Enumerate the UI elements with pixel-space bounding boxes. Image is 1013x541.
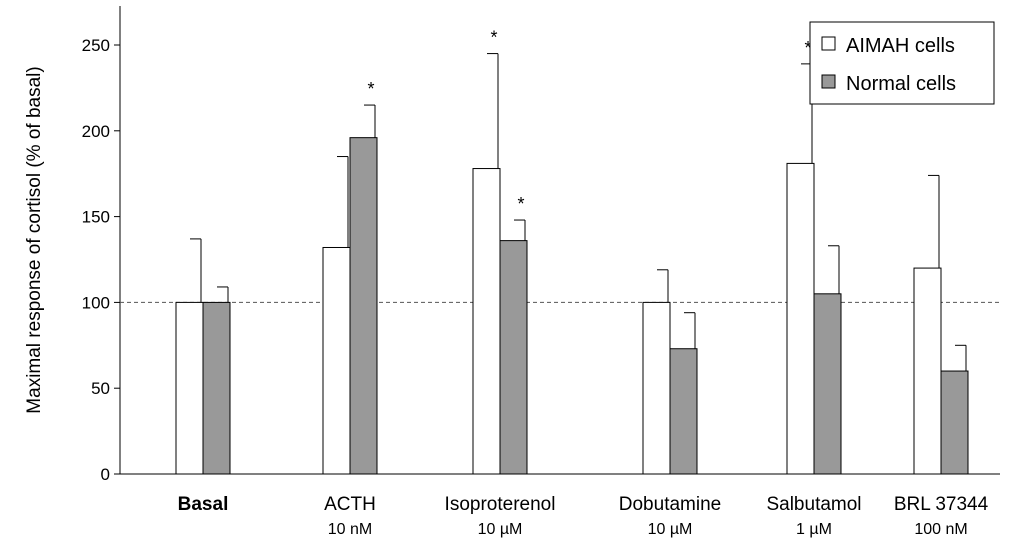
- bar-aimah: [472, 168, 501, 475]
- category-sublabel: 100 nM: [914, 521, 967, 538]
- significance-star: *: [367, 79, 374, 99]
- legend: AIMAH cells Normal cells: [809, 21, 995, 105]
- y-tick-label: 0: [101, 465, 110, 484]
- plot-area: 0 50 100 150 200 250 Basal * ACTH 10 nM * * Isoprote…: [82, 6, 1000, 538]
- category-label: Basal: [178, 494, 229, 515]
- legend-frame: [809, 21, 995, 105]
- significance-star: *: [804, 38, 811, 58]
- bar-normal: [940, 370, 969, 475]
- category-sublabel: 10 nM: [328, 521, 372, 538]
- bar-aimah: [175, 301, 204, 475]
- category-label: Salbutamol: [766, 494, 861, 515]
- bar-normal: [202, 301, 231, 475]
- category-sublabel: 1 µM: [796, 521, 832, 538]
- y-tick-label: 150: [82, 208, 110, 227]
- bar-aimah: [642, 301, 671, 475]
- legend-label-normal: Normal cells: [846, 73, 956, 95]
- legend-swatch-normal: [821, 74, 836, 89]
- legend-swatch-aimah: [821, 36, 836, 51]
- y-tick-label: 250: [82, 36, 110, 55]
- bar-aimah: [322, 246, 351, 475]
- bar-aimah: [786, 162, 815, 475]
- bar-normal: [813, 293, 842, 475]
- legend-label-aimah: AIMAH cells: [846, 35, 955, 57]
- bar-aimah: [913, 267, 942, 475]
- significance-star: *: [490, 28, 497, 48]
- bar-normal: [669, 348, 698, 475]
- significance-star: *: [517, 194, 524, 214]
- category-label: Isoproterenol: [445, 494, 556, 515]
- bar-normal: [349, 137, 378, 475]
- y-axis-label: Maximal response of cortisol (% of basal…: [24, 66, 45, 413]
- category-sublabel: 10 µM: [648, 521, 693, 538]
- category-label: BRL 37344: [894, 494, 989, 515]
- category-label: ACTH: [324, 494, 376, 515]
- y-tick-label: 100: [82, 293, 110, 312]
- bar-normal: [499, 240, 528, 475]
- category-label: Dobutamine: [619, 494, 721, 515]
- y-tick-label: 50: [91, 379, 110, 398]
- category-sublabel: 10 µM: [478, 521, 523, 538]
- y-tick-label: 200: [82, 122, 110, 141]
